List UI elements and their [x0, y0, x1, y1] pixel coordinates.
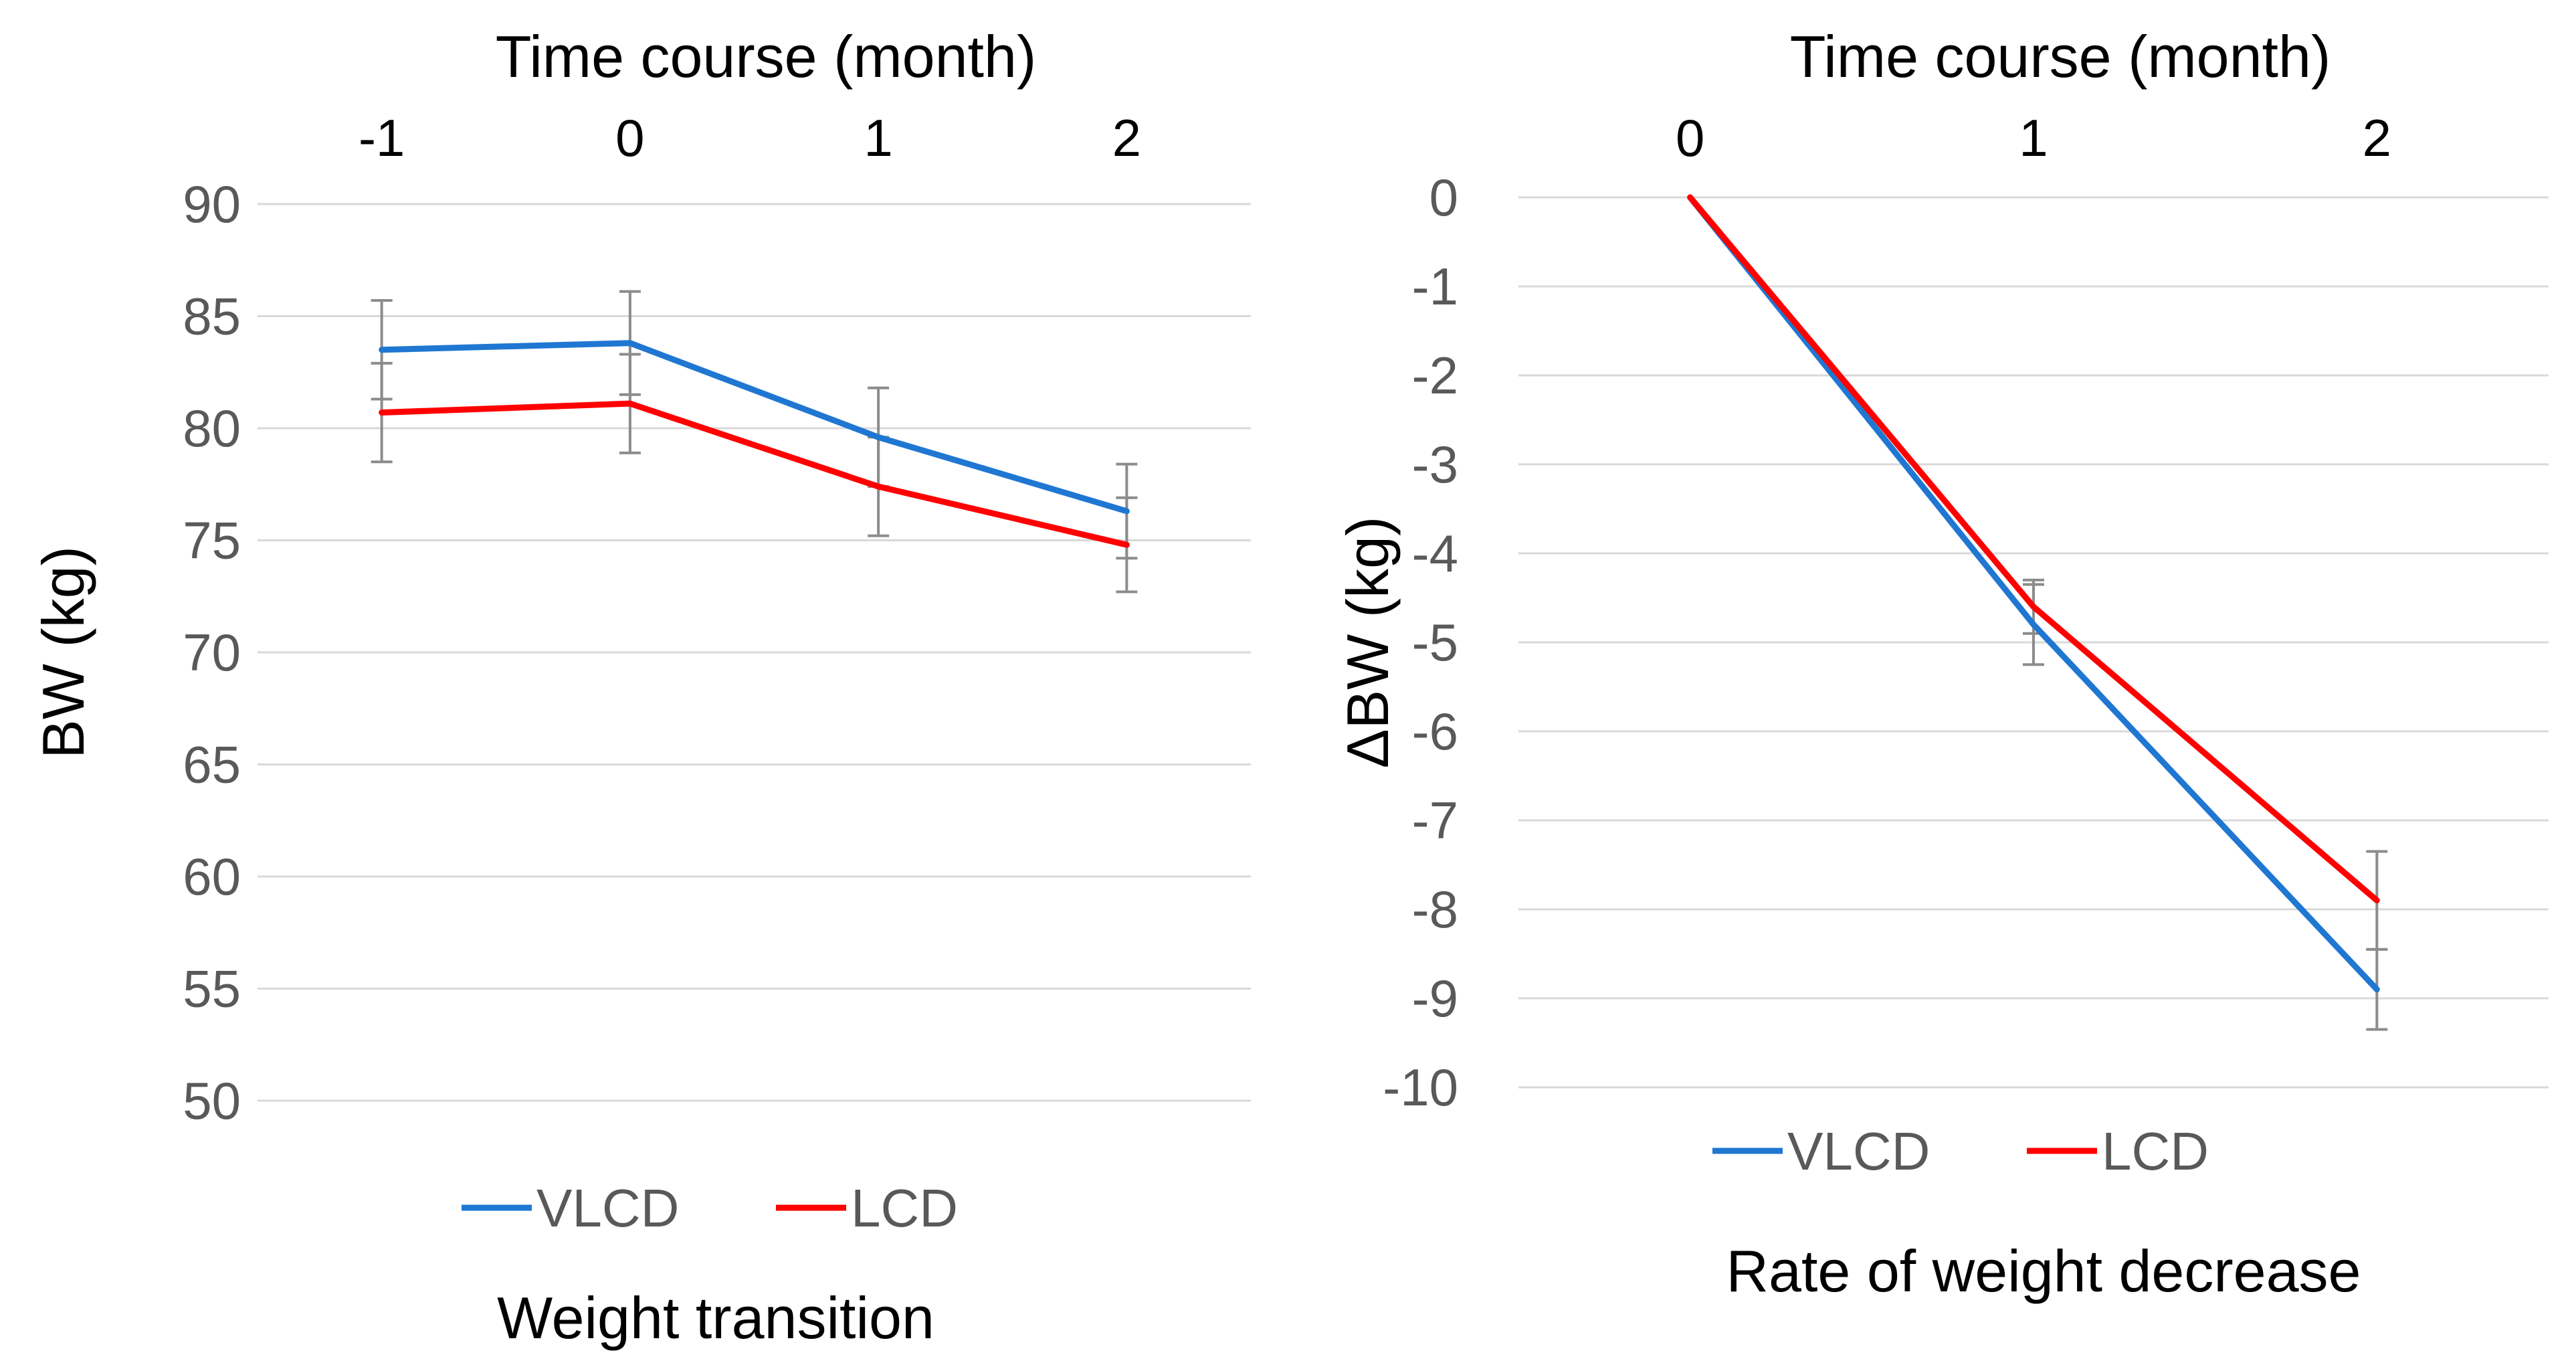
chart-1-y-tick-label: -7	[1412, 791, 1458, 850]
chart-1-caption: Rate of weight decrease	[1726, 1238, 2361, 1304]
chart-1-y-tick-label: -4	[1412, 524, 1458, 583]
chart-0-legend: VLCD LCD	[462, 1178, 958, 1238]
chart-0-series-lines	[379, 340, 1130, 548]
chart-0-y-tick-label: 65	[183, 735, 241, 794]
chart-1-x-tick-label: 2	[2363, 108, 2391, 167]
weight-transition-chart: Time course (month) BW (kg) 50 55 60 65 70 75…	[30, 23, 1251, 1351]
chart-0-y-ticks: 50 55 60 65 70 75 80 85 90	[183, 175, 241, 1130]
chart-1-y-tick-label: -6	[1412, 702, 1458, 761]
chart-1-x-tick-label: 1	[2019, 108, 2048, 167]
chart-0-x-axis-title: Time course (month)	[496, 23, 1037, 90]
chart-1-y-axis-title: ΔBW (kg)	[1334, 517, 1401, 769]
chart-0-x-tick-label: 0	[615, 108, 644, 167]
chart-0-y-tick-label: 75	[183, 511, 241, 570]
chart-0-x-tick-label: -1	[359, 108, 405, 167]
chart-0-y-axis-title: BW (kg)	[30, 546, 96, 759]
chart-0-x-tick-label: 1	[864, 108, 892, 167]
chart-1-y-tick-label: 0	[1429, 168, 1458, 227]
chart-1-y-tick-label: -8	[1412, 880, 1458, 939]
chart-0-y-tick-label: 85	[183, 287, 241, 346]
chart-0-y-tick-label: 80	[183, 399, 241, 458]
chart-0-series-lcd	[379, 400, 1130, 548]
chart-1-y-tick-label: -9	[1412, 969, 1458, 1028]
chart-0-y-tick-label: 70	[183, 623, 241, 682]
chart-1-y-tick-label: -1	[1412, 257, 1458, 316]
chart-1-y-tick-label: -10	[1383, 1058, 1458, 1117]
chart-1-y-tick-label: -2	[1412, 346, 1458, 405]
chart-0-y-tick-label: 50	[183, 1071, 241, 1130]
chart-1-legend-label-lcd: LCD	[2102, 1121, 2209, 1181]
chart-1-y-tick-label: -3	[1412, 435, 1458, 494]
chart-0-y-tick-label: 60	[183, 847, 241, 906]
chart-0-y-tick-label: 55	[183, 960, 241, 1018]
chart-1-x-tick-label: 0	[1676, 108, 1704, 167]
rate-of-weight-decrease-chart: Time course (month) ΔBW (kg) 0 -1 -2 -3 -4 -5…	[1334, 23, 2549, 1304]
chart-1-x-ticks: 0 1 2	[1676, 108, 2391, 167]
chart-0-gridlines	[258, 203, 1251, 1102]
chart-0-series-vlcd	[379, 340, 1130, 515]
chart-1-series-lcd	[1687, 194, 2380, 904]
chart-1-error-bars	[2023, 578, 2388, 1031]
chart-1-series-vlcd	[1687, 194, 2380, 993]
chart-1-series-lines	[1687, 194, 2380, 993]
chart-0-legend-label-vlcd: VLCD	[536, 1178, 679, 1238]
chart-1-y-tick-label: -5	[1412, 613, 1458, 672]
chart-0-x-ticks: -1 0 1 2	[359, 108, 1141, 167]
chart-0-y-tick-label: 90	[183, 175, 241, 234]
chart-1-x-axis-title: Time course (month)	[1790, 23, 2331, 90]
chart-0-legend-label-lcd: LCD	[851, 1178, 958, 1238]
chart-1-legend-label-vlcd: VLCD	[1787, 1121, 1930, 1181]
chart-1-legend: VLCD LCD	[1712, 1121, 2209, 1181]
chart-0-x-tick-label: 2	[1112, 108, 1141, 167]
chart-1-y-ticks: 0 -1 -2 -3 -4 -5 -6 -7 -8 -9 -10	[1383, 168, 1458, 1117]
chart-0-caption: Weight transition	[497, 1285, 934, 1351]
